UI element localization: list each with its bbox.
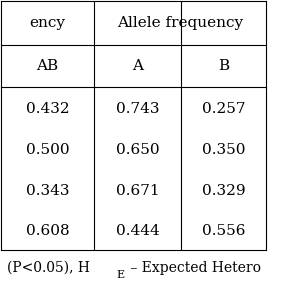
Text: 0.608: 0.608: [26, 224, 70, 238]
Text: 0.650: 0.650: [116, 143, 159, 157]
Text: (P<0.05), H: (P<0.05), H: [7, 261, 89, 275]
Text: 0.500: 0.500: [26, 143, 70, 157]
Text: ency: ency: [30, 16, 66, 30]
Text: AB: AB: [36, 59, 59, 73]
Text: 0.743: 0.743: [116, 102, 159, 116]
Text: 0.350: 0.350: [202, 143, 245, 157]
Text: B: B: [218, 59, 229, 73]
Text: 0.343: 0.343: [26, 184, 69, 198]
Text: 0.432: 0.432: [26, 102, 70, 116]
Text: 0.444: 0.444: [116, 224, 159, 238]
Text: 0.556: 0.556: [202, 224, 245, 238]
Text: 0.671: 0.671: [116, 184, 159, 198]
Text: 0.257: 0.257: [202, 102, 245, 116]
Text: Allele frequency: Allele frequency: [117, 16, 243, 30]
Text: 0.329: 0.329: [201, 184, 245, 198]
Text: – Expected Hetero: – Expected Hetero: [126, 261, 260, 275]
Text: A: A: [132, 59, 143, 73]
Text: E: E: [116, 270, 125, 280]
